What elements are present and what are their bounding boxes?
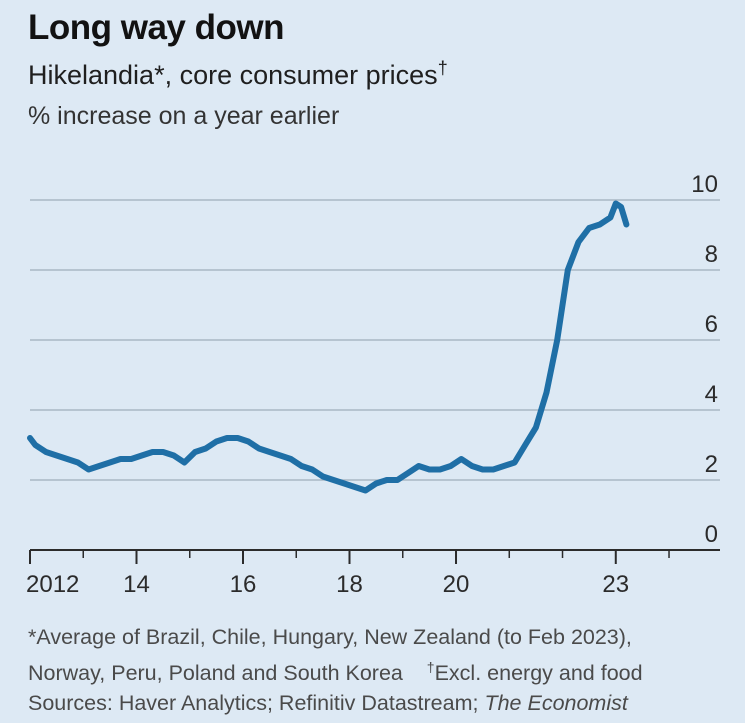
chart-area: 0 2 4 6 8 10 2012 14 16 18 20 23 <box>26 171 720 598</box>
grid-lines <box>30 199 720 481</box>
footnote-line-1: *Average of Brazil, Chile, Hungary, New … <box>28 625 632 649</box>
y-tick-label: 0 <box>705 521 718 548</box>
y-tick-label: 2 <box>705 451 718 478</box>
y-tick-label: 6 <box>705 311 718 338</box>
y-tick-label: 10 <box>691 171 718 198</box>
x-tick-label: 20 <box>443 571 470 598</box>
footnote: *Average of Brazil, Chile, Hungary, New … <box>28 622 738 718</box>
chart-unit-label: % increase on a year earlier <box>28 102 340 130</box>
x-tick-label: 14 <box>123 571 150 598</box>
footnote-countries: Norway, Peru, Poland and South Korea <box>28 661 403 686</box>
y-tick-label: 4 <box>705 381 718 408</box>
x-tick-label: 2012 <box>26 571 79 598</box>
y-axis: 0 2 4 6 8 10 <box>691 171 718 548</box>
chart-subtitle: Hikelandia*, core consumer prices† <box>28 58 448 91</box>
chart-title: Long way down <box>28 8 284 47</box>
x-tick-label: 18 <box>336 571 363 598</box>
y-tick-label: 8 <box>705 241 718 268</box>
sources-text: Sources: Haver Analytics; Refinitiv Data… <box>28 691 485 716</box>
footnote-line-2: Norway, Peru, Poland and South Korea †Ex… <box>28 652 738 688</box>
x-tick-label: 23 <box>602 571 629 598</box>
subtitle-text: Hikelandia*, core consumer prices <box>28 60 438 90</box>
x-tick-label: 16 <box>230 571 257 598</box>
data-line <box>27 200 630 494</box>
footnote-dagger: † <box>426 659 435 675</box>
sources-italic: The Economist <box>484 691 628 716</box>
x-axis: 2012 14 16 18 20 23 <box>26 549 720 598</box>
subtitle-footnote-mark: † <box>437 58 448 78</box>
footnote-core-definition: Excl. energy and food <box>434 661 643 686</box>
footnote-sources: Sources: Haver Analytics; Refinitiv Data… <box>28 688 738 718</box>
